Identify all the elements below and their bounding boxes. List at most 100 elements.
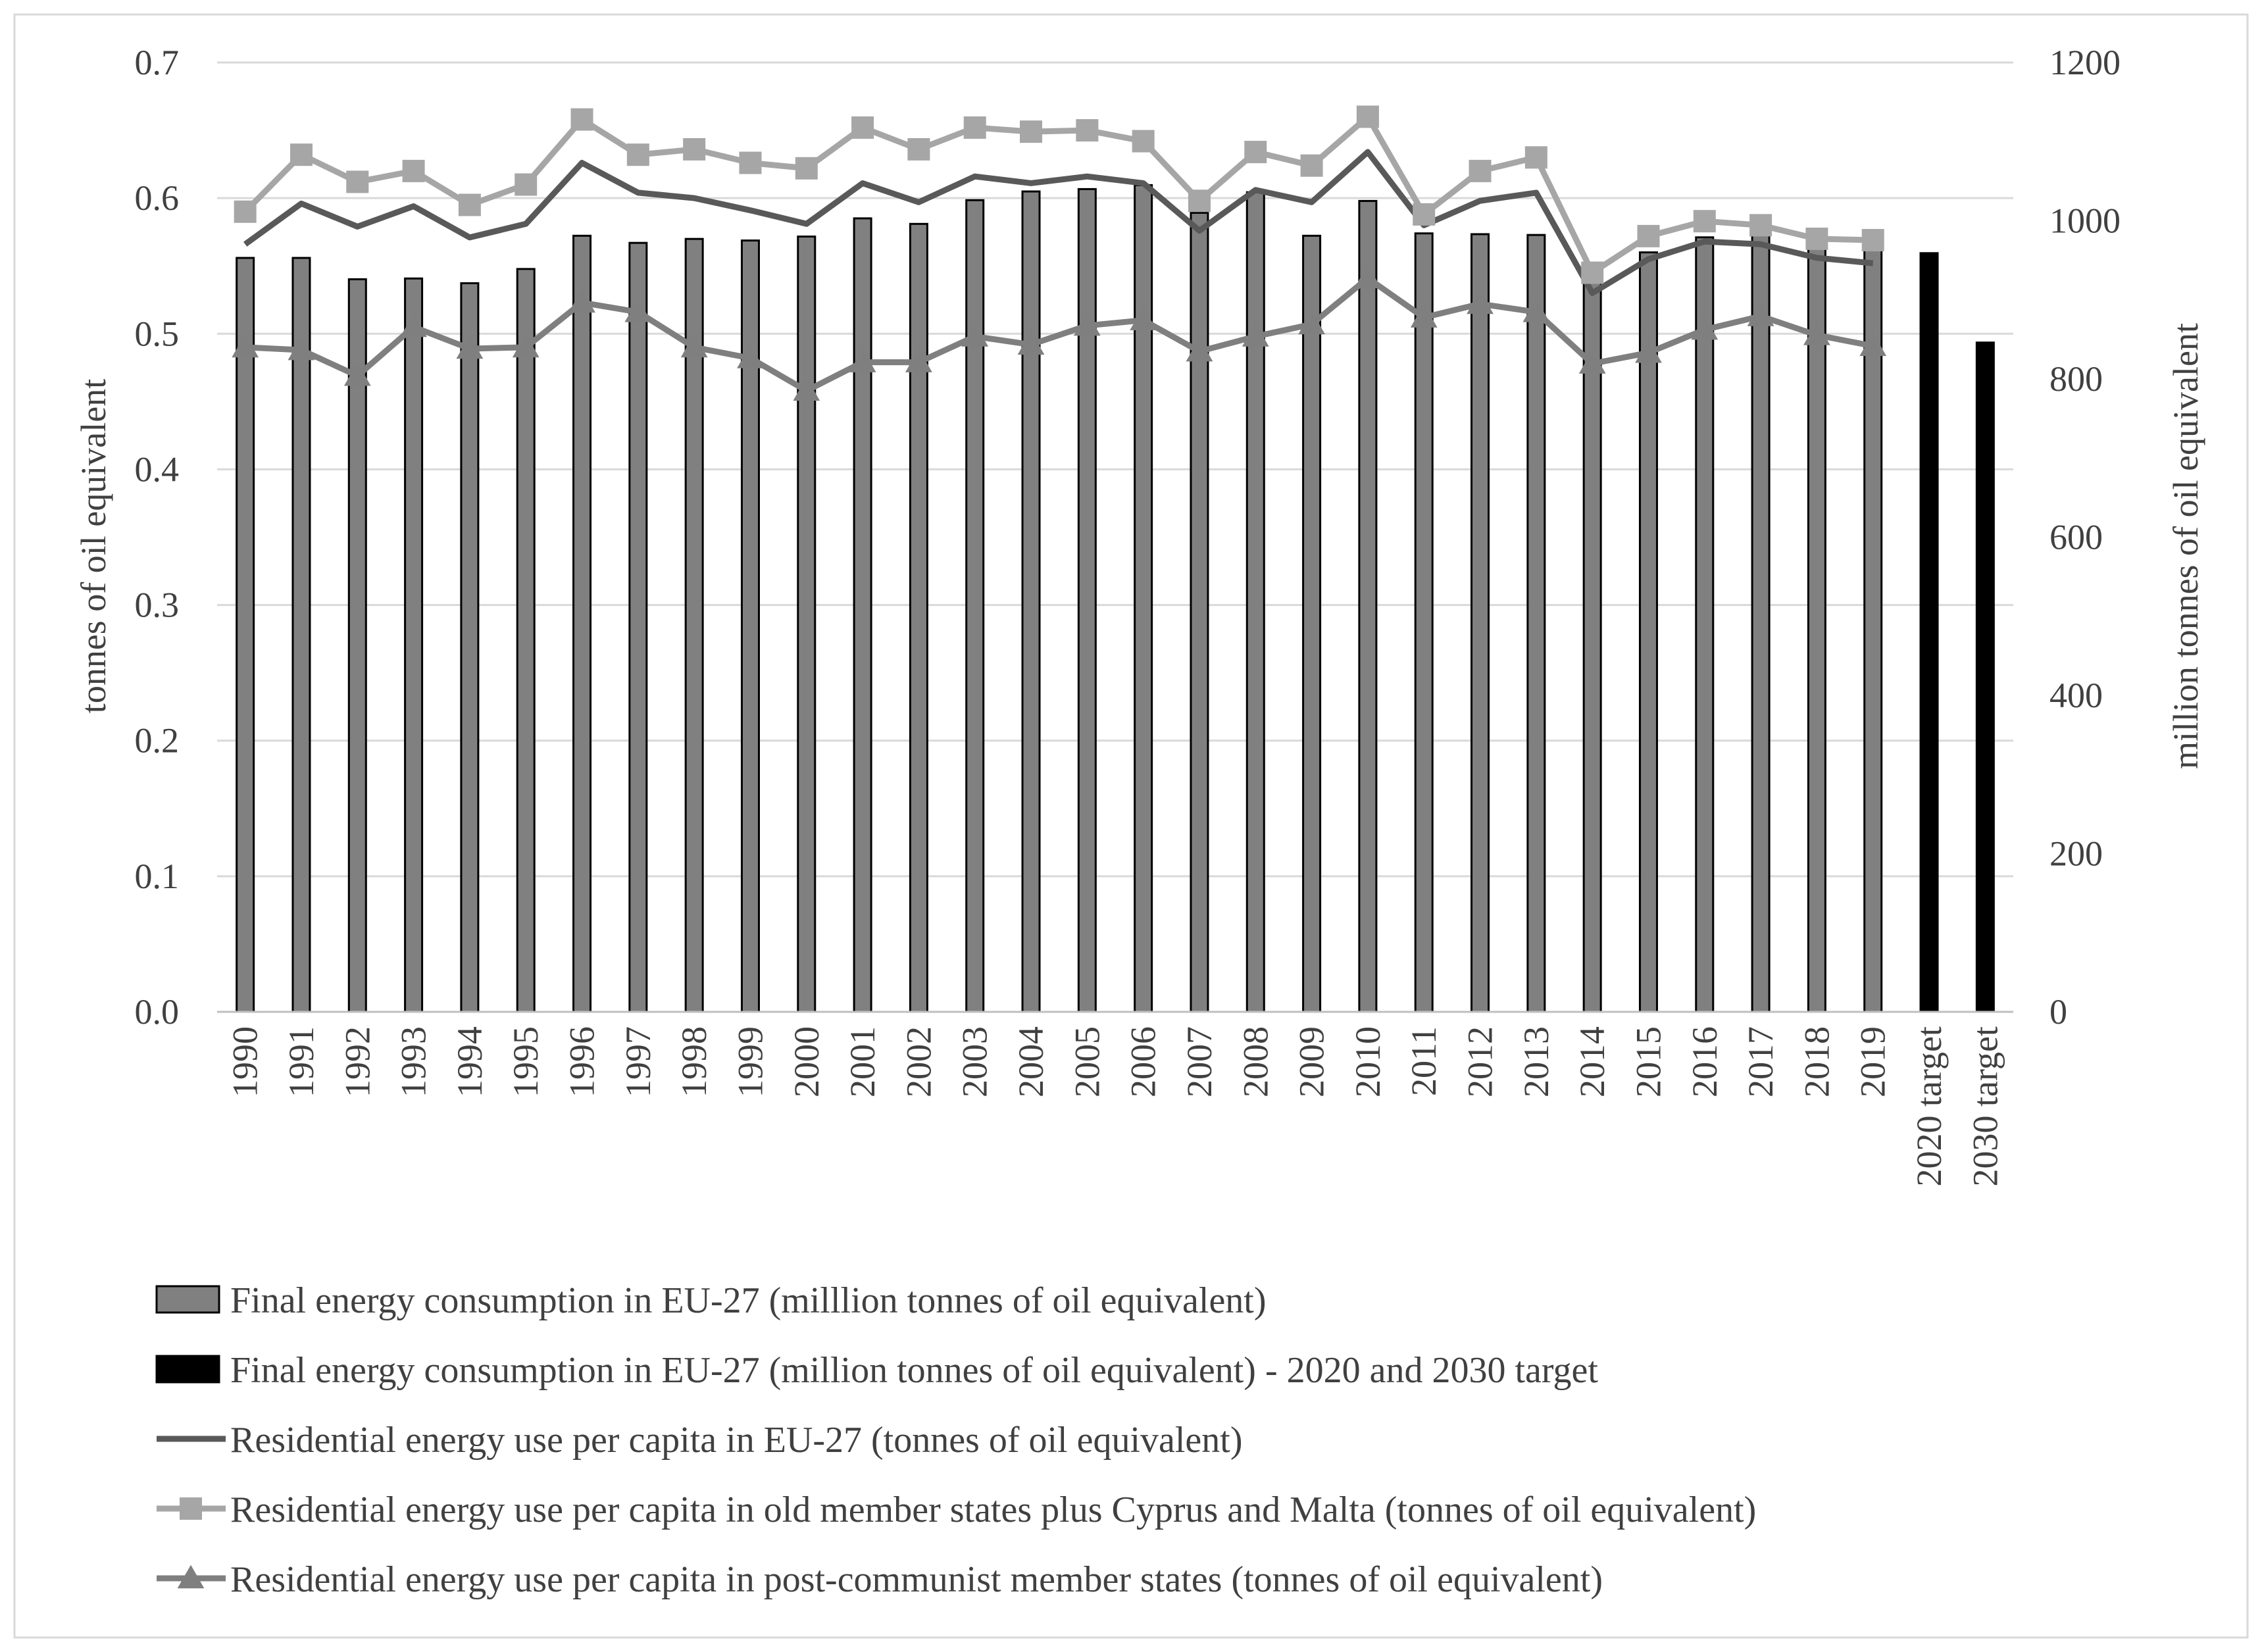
bar <box>1975 341 1995 1013</box>
triangle-marker <box>1467 290 1494 314</box>
square-marker <box>402 159 425 182</box>
x-tick-label: 1997 <box>618 1026 658 1097</box>
x-tick-label: 2011 <box>1404 1026 1444 1096</box>
x-tick-label: 1996 <box>563 1026 602 1097</box>
right-tick-label: 800 <box>2049 359 2103 399</box>
square-marker <box>1020 120 1043 143</box>
series-line <box>245 275 1874 394</box>
bar <box>1695 236 1715 1013</box>
triangle-marker <box>849 349 876 372</box>
x-tick-label: 2010 <box>1348 1026 1388 1097</box>
legend-label: Residential energy use per capita in old… <box>230 1489 1756 1530</box>
x-axis: 1990 1991 1992 1993 1994 1995 1996 1997 1998 1999… <box>217 1011 2013 1186</box>
bar <box>1190 211 1209 1013</box>
square-marker <box>795 157 818 180</box>
triangle-marker <box>400 313 427 338</box>
bar <box>1582 275 1602 1013</box>
triangle-marker <box>1298 311 1325 335</box>
x-tick-label: 1999 <box>730 1026 770 1097</box>
bar <box>1470 233 1490 1013</box>
square-marker <box>1413 203 1436 226</box>
triangle-marker <box>1017 331 1045 355</box>
square-marker <box>1356 105 1379 128</box>
left-axis: 0.0 0.1 0.2 0.3 0.4 0.5 0.6 0.7 <box>135 43 180 1032</box>
legend-swatch-bar <box>155 1285 220 1314</box>
bar <box>1302 234 1322 1013</box>
bar <box>1021 190 1041 1013</box>
x-tick-label: 1994 <box>450 1026 490 1097</box>
triangle-marker <box>1747 303 1774 326</box>
square-marker <box>458 193 481 216</box>
x-tick-label: 2004 <box>1011 1026 1051 1097</box>
triangle-marker <box>456 335 484 359</box>
right-tick-label: 200 <box>2049 834 2103 874</box>
triangle-marker <box>1354 264 1382 289</box>
triangle-marker <box>1803 321 1830 345</box>
square-marker <box>907 138 930 161</box>
bar <box>1807 228 1826 1013</box>
bar <box>404 277 424 1013</box>
triangle-marker <box>1073 312 1101 336</box>
x-tick-label: 2017 <box>1741 1026 1780 1097</box>
x-tick-label: 2000 <box>787 1026 826 1097</box>
left-tick-label: 0.0 <box>135 992 180 1032</box>
triangle-marker <box>232 334 259 358</box>
bar <box>1414 232 1434 1013</box>
x-tick-label: 1990 <box>226 1026 265 1097</box>
triangle-marker <box>1691 316 1719 340</box>
line-series <box>232 105 1887 401</box>
square-marker <box>1524 146 1547 169</box>
square-marker <box>1300 154 1323 177</box>
legend: Final energy consumption in EU-27 (milll… <box>155 1280 1756 1600</box>
bar <box>572 234 592 1013</box>
triangle-marker <box>288 336 315 361</box>
x-tick-label: 2012 <box>1461 1026 1500 1097</box>
triangle-marker <box>177 1564 205 1589</box>
left-axis-title: tonnes of oil equivalent <box>74 379 113 713</box>
square-marker <box>1861 229 1884 252</box>
triangle-marker <box>568 289 595 313</box>
right-axis-title: million tonnes of oil equivalent <box>2166 323 2205 769</box>
x-tick-label: 2005 <box>1067 1026 1107 1097</box>
bar <box>516 268 536 1013</box>
square-marker <box>1469 159 1492 182</box>
bar <box>460 282 480 1013</box>
square-marker <box>1132 130 1155 153</box>
square-marker <box>1805 227 1828 250</box>
right-tick-label: 1000 <box>2049 201 2121 241</box>
x-tick-label: 1992 <box>338 1026 377 1097</box>
legend-label: Final energy consumption in EU-27 (milli… <box>230 1350 1598 1391</box>
legend-label: Final energy consumption in EU-27 (milll… <box>230 1280 1267 1321</box>
x-tick-label: 2018 <box>1797 1026 1836 1097</box>
left-tick-label: 0.6 <box>135 178 180 218</box>
left-tick-label: 0.5 <box>135 314 180 353</box>
triangle-marker <box>680 334 708 358</box>
legend-label: Residential energy use per capita in pos… <box>230 1559 1603 1600</box>
triangle-marker <box>1410 304 1438 328</box>
x-tick-label: 2002 <box>899 1026 938 1097</box>
left-tick-label: 0.1 <box>135 857 180 896</box>
square-marker <box>1749 214 1772 237</box>
x-tick-label: 2014 <box>1572 1026 1612 1097</box>
bar <box>347 278 367 1013</box>
square-marker <box>289 143 313 166</box>
right-tick-label: 600 <box>2049 518 2103 557</box>
x-tick-label: 2006 <box>1124 1026 1163 1097</box>
square-marker <box>515 173 538 196</box>
triangle-marker <box>1859 332 1887 357</box>
right-tick-label: 400 <box>2049 676 2103 715</box>
square-marker <box>1076 119 1099 142</box>
bar <box>1358 199 1378 1013</box>
triangle-marker <box>624 298 652 322</box>
x-tick-label: 2020 target <box>1909 1026 1949 1186</box>
square-marker <box>180 1497 202 1520</box>
x-tick-label: 1998 <box>674 1026 714 1097</box>
bar <box>797 236 817 1013</box>
left-tick-label: 0.2 <box>135 721 180 761</box>
bar <box>853 217 872 1013</box>
x-tick-label: 2003 <box>955 1026 995 1097</box>
bar <box>628 241 648 1013</box>
bar <box>1919 252 1939 1013</box>
triangle-marker <box>1522 298 1550 322</box>
triangle-marker <box>737 344 764 368</box>
